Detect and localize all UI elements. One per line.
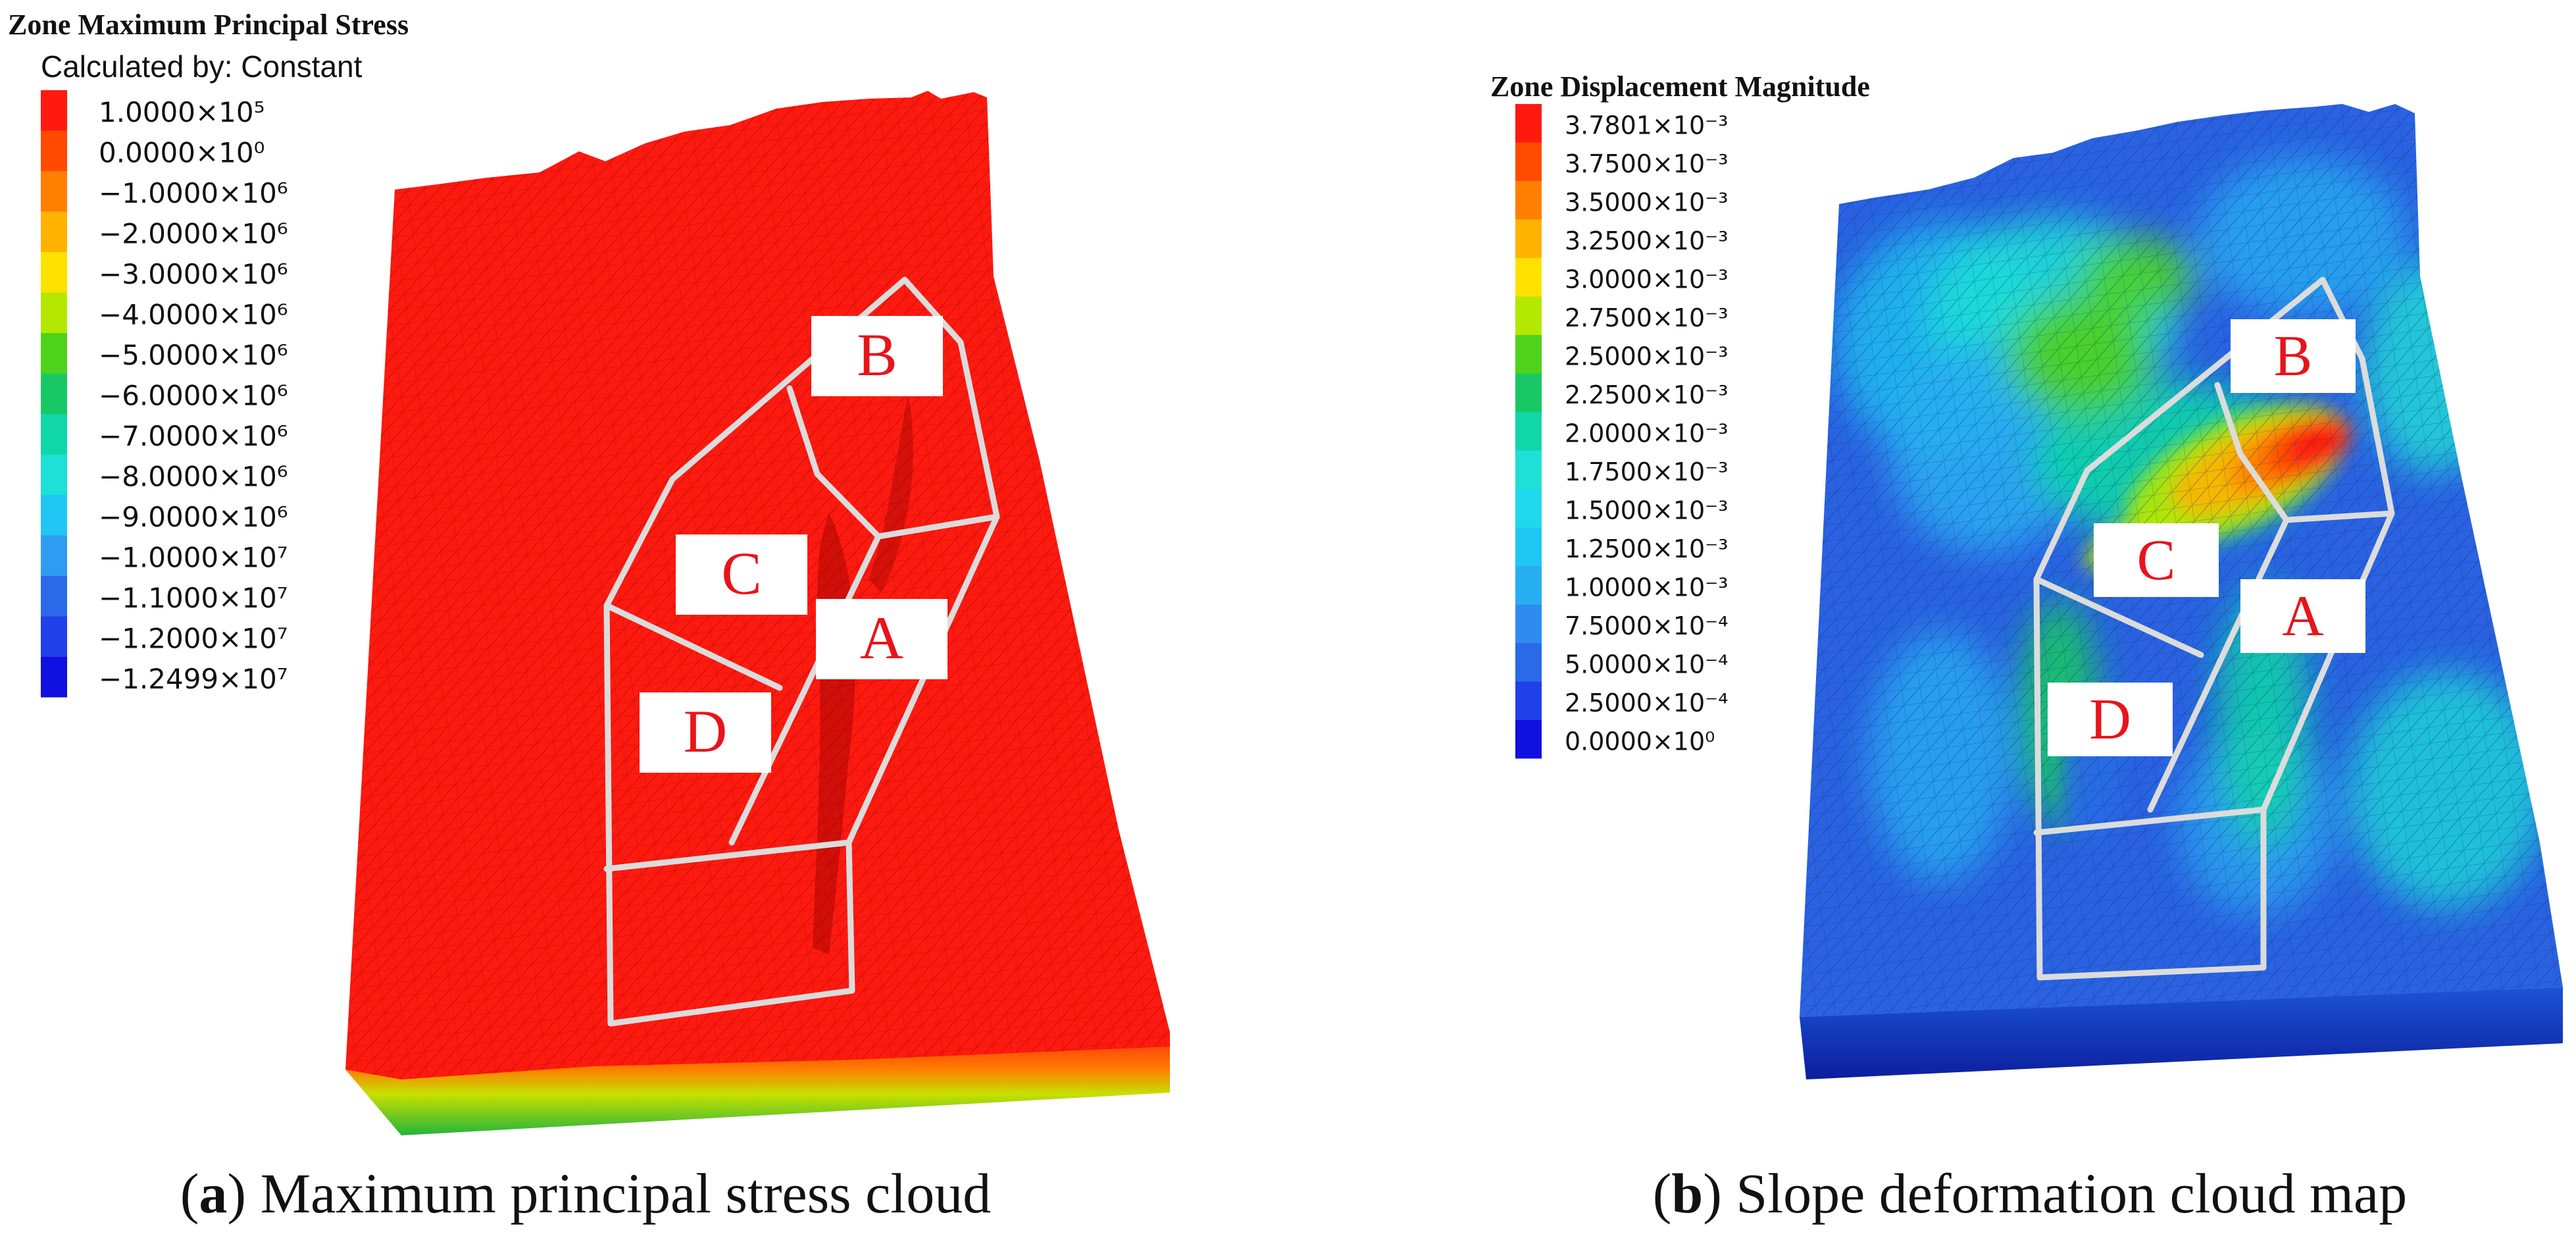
legend-a-label-0: 1.0000×10⁵ <box>99 96 265 128</box>
legend-b-swatch-9 <box>1515 450 1542 489</box>
legend-b-swatch-10 <box>1515 489 1542 528</box>
legend-b-label-1: 3.7500×10⁻³ <box>1565 149 1728 178</box>
model-b-base <box>1800 987 2563 1079</box>
zone-outline-a <box>603 276 1000 1027</box>
legend-a-swatch-4 <box>41 252 67 293</box>
legend-b-label-2: 3.5000×10⁻³ <box>1565 188 1728 217</box>
legend-a-entries: 1.0000×10⁵ 0.0000×10⁰ −1.0000×10⁶ −2.0000×1… <box>41 90 288 698</box>
legend-b-swatch-7 <box>1515 373 1542 412</box>
legend-a-swatch-2 <box>41 171 67 212</box>
legend-b-label-11: 1.2500×10⁻³ <box>1565 534 1728 563</box>
legend-a-label-7: −6.0000×10⁶ <box>99 379 288 411</box>
legend-b-swatch-15 <box>1515 681 1542 720</box>
svg-text:A: A <box>2282 584 2324 648</box>
model-a-shade <box>869 395 913 592</box>
svg-text:C: C <box>2137 529 2176 592</box>
legend-a-label-5: −4.0000×10⁶ <box>99 298 288 330</box>
legend-b-swatch-2 <box>1515 181 1542 220</box>
svg-text:D: D <box>2089 688 2131 752</box>
panel-b: Zone Displacement Magnitude 3.7801×10⁻³3… <box>1490 70 2563 1225</box>
legend-a-swatch-11 <box>41 535 67 576</box>
legend-b-label-7: 2.2500×10⁻³ <box>1565 380 1728 409</box>
legend-b-swatch-8 <box>1515 412 1542 451</box>
legend-b-swatch-13 <box>1515 604 1542 643</box>
caption-b: (b) Slope deformation cloud map <box>1653 1162 2407 1225</box>
panel-a: Zone Maximum Principal Stress Calculated… <box>8 9 1170 1225</box>
legend-a-swatch-12 <box>41 576 67 617</box>
legend-b-label-0: 3.7801×10⁻³ <box>1565 111 1728 140</box>
zone-outline-b <box>2033 276 2395 981</box>
legend-b-swatch-4 <box>1515 258 1542 297</box>
caption-a: (a) Maximum principal stress cloud <box>180 1162 991 1225</box>
legend-a-swatch-0 <box>41 90 67 131</box>
zone-label-b-a: A <box>2240 579 2365 653</box>
legend-b-swatch-11 <box>1515 527 1542 566</box>
legend-a-label-3: −2.0000×10⁶ <box>99 217 288 249</box>
svg-text:B: B <box>2274 324 2313 388</box>
legend-b-label-14: 5.0000×10⁻⁴ <box>1565 650 1728 679</box>
legend-a-label-12: −1.1000×10⁷ <box>99 582 288 614</box>
zone-label-b-b: B <box>2231 319 2356 393</box>
legend-a-label-1: 0.0000×10⁰ <box>99 136 265 168</box>
model-a-base <box>345 1032 1170 1135</box>
legend-a-swatch-5 <box>41 292 67 333</box>
legend-b-swatch-0 <box>1515 104 1542 143</box>
legend-a-swatch-14 <box>41 657 67 698</box>
legend-b-label-3: 3.2500×10⁻³ <box>1565 226 1728 255</box>
legend-a-swatch-10 <box>41 495 67 536</box>
legend-a-label-13: −1.2000×10⁷ <box>99 622 288 654</box>
legend-b-swatch-14 <box>1515 643 1542 682</box>
legend-b-swatch-6 <box>1515 335 1542 374</box>
svg-text:C: C <box>721 540 761 607</box>
svg-text:D: D <box>684 698 727 765</box>
legend-b-label-12: 1.0000×10⁻³ <box>1565 573 1728 602</box>
legend-b-title: Zone Displacement Magnitude <box>1490 70 1870 103</box>
legend-b-swatch-1 <box>1515 142 1542 181</box>
legend-a-swatch-7 <box>41 373 67 414</box>
legend-b-label-8: 2.0000×10⁻³ <box>1565 419 1728 448</box>
legend-b-label-6: 2.5000×10⁻³ <box>1565 342 1728 371</box>
legend-a-label-8: −7.0000×10⁶ <box>99 420 288 452</box>
zone-label-a: A <box>816 599 947 679</box>
legend-b-swatch-16 <box>1515 720 1542 759</box>
zone-label-c: C <box>676 534 807 615</box>
legend-a-label-4: −3.0000×10⁶ <box>99 258 288 290</box>
zone-label-b: B <box>811 316 943 396</box>
legend-b-label-15: 2.5000×10⁻⁴ <box>1565 688 1728 717</box>
legend-a-swatch-13 <box>41 616 67 657</box>
legend-a-swatch-3 <box>41 211 67 252</box>
legend-b-swatch-3 <box>1515 219 1542 258</box>
legend-b-label-9: 1.7500×10⁻³ <box>1565 457 1728 486</box>
legend-a-label-11: −1.0000×10⁷ <box>99 541 288 573</box>
legend-b-label-4: 3.0000×10⁻³ <box>1565 265 1728 294</box>
zone-label-b-d: D <box>2048 683 2173 756</box>
legend-b-label-13: 7.5000×10⁻⁴ <box>1565 611 1728 640</box>
legend-a-swatch-8 <box>41 414 67 455</box>
legend-a-label-14: −1.2499×10⁷ <box>99 663 288 695</box>
legend-a-swatch-9 <box>41 454 67 495</box>
legend-a-label-6: −5.0000×10⁶ <box>99 339 288 371</box>
legend-b-entries: 3.7801×10⁻³ 3.7500×10⁻³ 3.5000×10⁻³ 3.2500×… <box>1515 104 1728 759</box>
zone-label-d: D <box>640 692 771 773</box>
legend-b-label-5: 2.7500×10⁻³ <box>1565 303 1728 332</box>
legend-a-title: Zone Maximum Principal Stress <box>8 9 409 41</box>
legend-a-label-9: −8.0000×10⁶ <box>99 460 288 492</box>
legend-a-swatch-6 <box>41 333 67 374</box>
legend-b-swatch-5 <box>1515 296 1542 335</box>
svg-text:A: A <box>860 604 903 671</box>
legend-a-subtitle: Calculated by: Constant <box>41 49 363 84</box>
legend-a-label-2: −1.0000×10⁶ <box>99 177 288 209</box>
legend-b-label-16: 0.0000×10⁰ <box>1565 727 1715 756</box>
legend-b-swatch-12 <box>1515 566 1542 605</box>
legend-a-label-10: −9.0000×10⁶ <box>99 501 288 533</box>
svg-text:B: B <box>857 321 897 388</box>
zone-label-b-c: C <box>2094 523 2219 597</box>
legend-a-swatch-1 <box>41 130 67 171</box>
legend-b-label-10: 1.5000×10⁻³ <box>1565 496 1728 525</box>
